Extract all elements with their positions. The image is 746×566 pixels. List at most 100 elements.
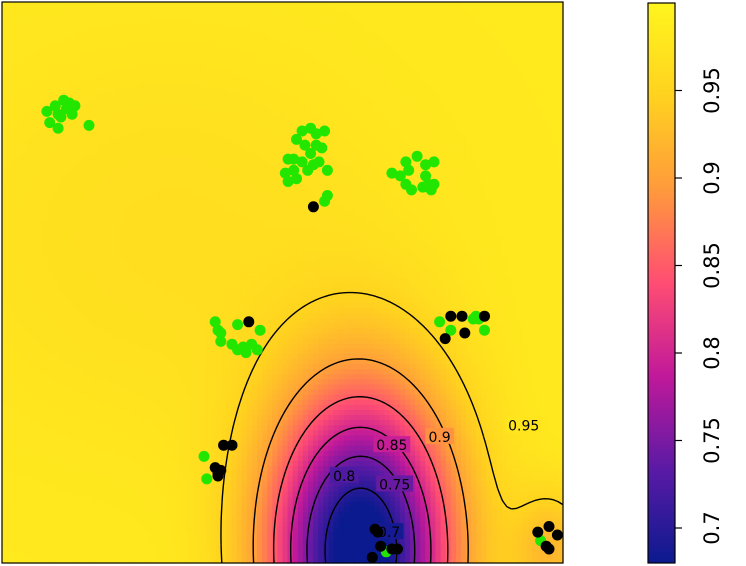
heatmap-cell	[486, 226, 493, 233]
heatmap-cell	[471, 2, 477, 8]
heatmap-cell	[47, 211, 54, 217]
heatmap-cell	[42, 160, 49, 166]
heatmap-cell	[450, 114, 457, 120]
heatmap-cell	[206, 180, 212, 187]
heatmap-cell	[257, 7, 263, 13]
heatmap-cell	[216, 190, 222, 197]
heatmap-cell	[114, 190, 120, 197]
heatmap-cell	[343, 216, 350, 222]
heatmap-cell	[93, 58, 100, 64]
heatmap-cell	[134, 206, 141, 212]
heatmap-cell	[343, 221, 350, 227]
heatmap-cell	[114, 17, 120, 23]
heatmap-cell	[180, 104, 187, 110]
heatmap-cell	[251, 119, 258, 125]
heatmap-cell	[532, 206, 539, 212]
heatmap-cell	[251, 114, 258, 120]
heatmap-cell	[471, 139, 477, 146]
heatmap-cell	[221, 32, 227, 39]
heatmap-cell	[175, 165, 182, 171]
heatmap-cell	[12, 88, 18, 95]
heatmap-cell	[246, 37, 253, 44]
heatmap-cell	[185, 149, 192, 156]
heatmap-cell	[22, 83, 29, 90]
heatmap-cell	[512, 27, 518, 34]
heatmap-cell	[180, 37, 187, 44]
heatmap-cell	[471, 114, 477, 120]
heatmap-cell	[175, 7, 182, 13]
heatmap-cell	[63, 216, 69, 222]
heatmap-cell	[476, 2, 482, 8]
heatmap-cell	[206, 32, 212, 39]
heatmap-cell	[68, 211, 74, 217]
heatmap-cell	[98, 2, 105, 8]
heatmap-cell	[88, 42, 95, 49]
heatmap-cell	[231, 134, 238, 141]
heatmap-cell	[547, 216, 554, 222]
heatmap-cell	[506, 149, 513, 156]
heatmap-cell	[318, 27, 324, 34]
heatmap-cell	[476, 22, 482, 29]
heatmap-cell	[552, 139, 559, 146]
heatmap-cell	[384, 149, 391, 156]
heatmap-cell	[476, 27, 482, 34]
heatmap-cell	[98, 104, 105, 110]
heatmap-cell	[262, 88, 268, 95]
heatmap-cell	[32, 139, 39, 146]
heatmap-cell	[384, 144, 391, 151]
heatmap-cell	[12, 221, 18, 227]
heatmap-cell	[78, 190, 85, 197]
heatmap-cell	[7, 27, 13, 34]
heatmap-cell	[399, 165, 406, 171]
heatmap-cell	[318, 211, 324, 217]
heatmap-cell	[481, 27, 488, 34]
heatmap-cell	[114, 78, 120, 85]
heatmap-cell	[124, 17, 131, 23]
heatmap-cell	[216, 53, 222, 59]
heatmap-cell	[42, 211, 49, 217]
heatmap-cell	[374, 63, 380, 69]
heatmap-cell	[308, 144, 314, 151]
heatmap-cell	[155, 109, 161, 115]
heatmap-cell	[63, 221, 69, 227]
heatmap-cell	[318, 226, 324, 233]
heatmap-cell	[374, 170, 380, 176]
heatmap-cell	[68, 22, 74, 29]
heatmap-cell	[175, 114, 182, 120]
heatmap-cell	[139, 134, 146, 141]
heatmap-cell	[501, 12, 508, 18]
heatmap-cell	[236, 37, 243, 44]
heatmap-cell	[78, 149, 85, 156]
heatmap-cell	[42, 114, 49, 120]
heatmap-cell	[144, 195, 151, 202]
heatmap-cell	[185, 216, 192, 222]
heatmap-cell	[7, 17, 13, 23]
heatmap-cell	[364, 27, 370, 34]
heatmap-cell	[547, 195, 554, 202]
heatmap-cell	[73, 68, 80, 74]
heatmap-cell	[12, 2, 18, 8]
heatmap-cell	[83, 211, 90, 217]
heatmap-cell	[547, 109, 554, 115]
heatmap-cell	[124, 170, 131, 176]
heatmap-cell	[251, 211, 258, 217]
heatmap-cell	[364, 73, 370, 80]
heatmap-cell	[98, 221, 105, 227]
heatmap-cell	[404, 12, 411, 18]
heatmap-cell	[323, 206, 329, 212]
heatmap-cell	[119, 221, 125, 227]
heatmap-cell	[404, 83, 411, 90]
heatmap-cell	[552, 68, 559, 74]
heatmap-cell	[42, 175, 49, 182]
heatmap-cell	[455, 200, 462, 207]
heatmap-cell	[430, 73, 437, 80]
heatmap-cell	[338, 175, 345, 182]
heatmap-cell	[348, 195, 355, 202]
heatmap-cell	[282, 226, 289, 233]
heatmap-cell	[496, 2, 503, 8]
heatmap-cell	[532, 226, 539, 233]
heatmap-cell	[369, 109, 375, 115]
heatmap-cell	[476, 195, 482, 202]
heatmap-cell	[445, 160, 452, 166]
heatmap-cell	[532, 17, 539, 23]
